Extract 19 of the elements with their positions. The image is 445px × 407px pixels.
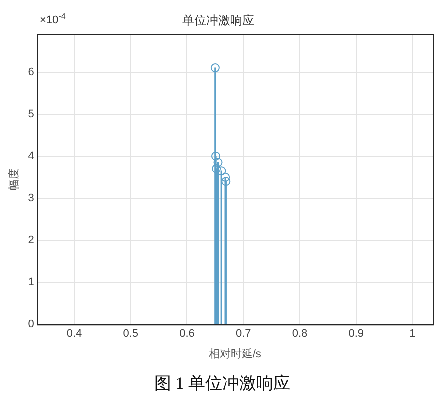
x-tick-label: 0.9 bbox=[348, 328, 364, 340]
x-axis-title: 相对时延/s bbox=[208, 347, 262, 360]
x-tick-label: 1 bbox=[410, 328, 416, 340]
y-tick-label: 0 bbox=[28, 318, 34, 331]
text: ×10$^{-4}$ bbox=[40, 12, 66, 27]
x-tick-label: 0.5 bbox=[123, 328, 139, 340]
y-tick-label: 3 bbox=[28, 192, 34, 204]
x-tick-label: 0.4 bbox=[66, 328, 82, 340]
y-tick-label: 2 bbox=[28, 234, 34, 247]
y-tick-label: 5 bbox=[28, 108, 34, 120]
chart-title: 单位冲激响应 bbox=[182, 14, 254, 28]
y-tick-label: 6 bbox=[28, 66, 34, 78]
caption: 图 1 单位冲激响应 bbox=[154, 373, 292, 395]
x-tick-label: 0.7 bbox=[236, 328, 252, 340]
y-tick-label: 1 bbox=[28, 276, 34, 289]
y-tick-label: 4 bbox=[28, 150, 34, 162]
y-axis-title: 幅度 bbox=[8, 168, 21, 190]
x-tick-label: 0.6 bbox=[180, 328, 195, 340]
x-tick-label: 0.8 bbox=[292, 328, 308, 340]
